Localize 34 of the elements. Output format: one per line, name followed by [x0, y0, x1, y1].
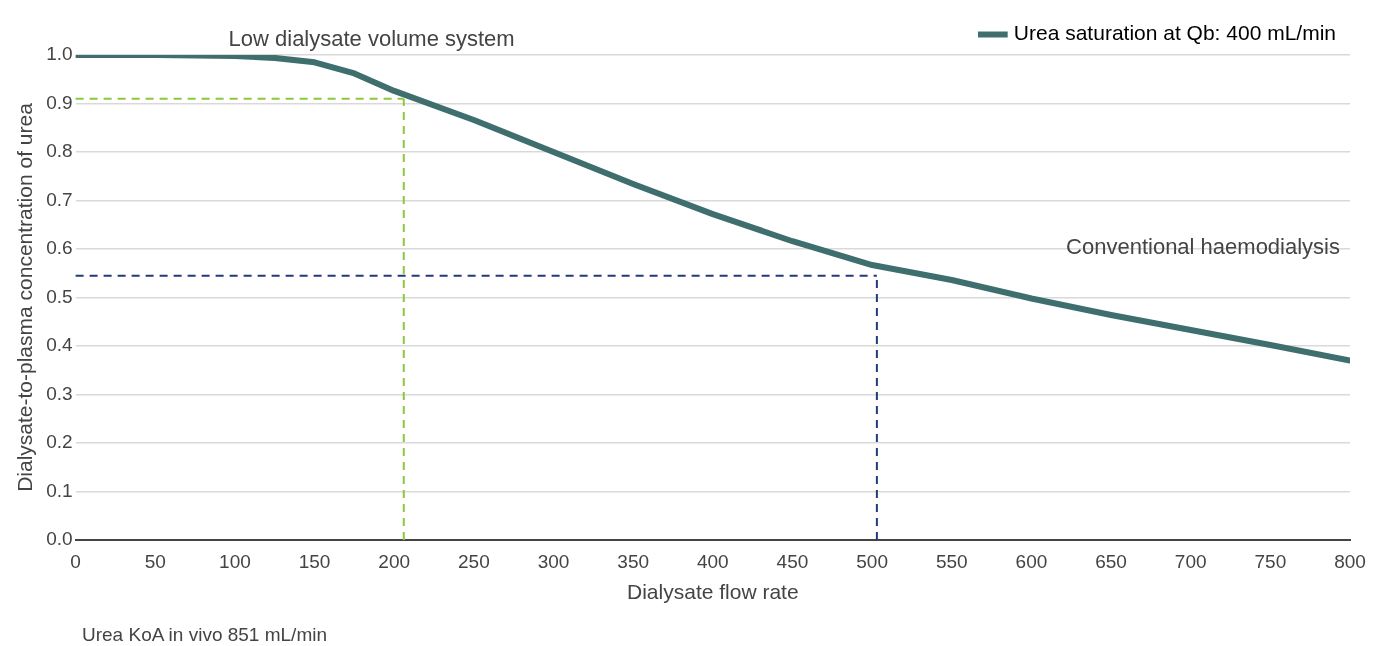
y-tick-label: 0.8 — [46, 140, 73, 162]
x-tick-label: 0 — [70, 550, 81, 572]
x-tick-label: 350 — [617, 550, 650, 572]
y-tick-label: 0.2 — [46, 431, 73, 453]
y-tick-label: 0.1 — [46, 479, 73, 501]
y-tick-label: 0.7 — [46, 188, 73, 210]
x-tick-label: 650 — [1095, 550, 1127, 572]
x-tick-label: 700 — [1174, 550, 1207, 572]
x-tick-label: 750 — [1254, 550, 1287, 572]
y-tick-label: 1.0 — [46, 43, 73, 65]
x-tick-label: 300 — [537, 550, 570, 572]
y-tick-label: 0.6 — [46, 237, 73, 259]
x-tick-label: 500 — [856, 550, 888, 572]
x-tick-label: 100 — [219, 550, 251, 572]
x-tick-label: 400 — [696, 550, 729, 572]
text: Urea KoA in vivo 851 mL/min — [82, 624, 328, 646]
text: Low dialysate volume system — [228, 26, 515, 52]
y-tick-label: 0.3 — [46, 382, 73, 404]
annotation: Conventional haemodialysis — [1066, 233, 1340, 259]
x-tick-label: 50 — [144, 550, 166, 572]
x-tick-label: 800 — [1334, 550, 1366, 572]
x-tick-label: 550 — [935, 550, 968, 572]
y-axis-title: Dialysate-to-plasma concentration of urea — [13, 102, 37, 492]
x-axis-title: Dialysate flow rate — [627, 580, 799, 604]
y-tick-label: 0.5 — [46, 285, 73, 307]
x-tick-label: 250 — [458, 550, 490, 572]
x-tick-label: 150 — [298, 550, 331, 572]
x-tick-label: 450 — [776, 550, 809, 572]
y-tick-label: 0.0 — [46, 528, 73, 550]
x-tick-label: 200 — [378, 550, 411, 572]
y-tick-label: 0.9 — [46, 91, 73, 113]
x-tick-label: 600 — [1015, 550, 1048, 572]
legend-label: Urea saturation at Qb: 400 mL/min — [1013, 21, 1337, 45]
y-tick-label: 0.4 — [46, 334, 74, 356]
